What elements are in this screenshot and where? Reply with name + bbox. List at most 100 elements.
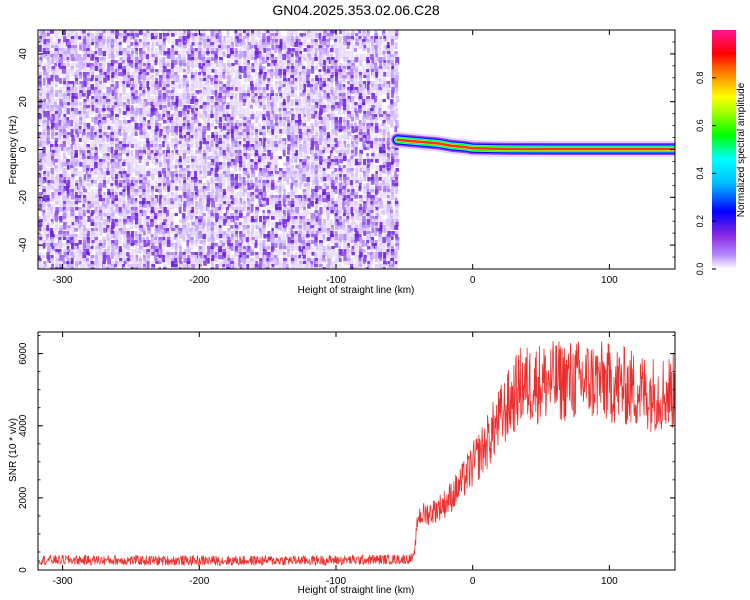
heatmap-cell [194, 84, 199, 88]
heatmap-cell [190, 144, 194, 148]
heatmap-cell [326, 264, 331, 269]
heatmap-cell [318, 255, 322, 260]
heatmap-cell [267, 207, 271, 213]
heatmap-cell [306, 102, 309, 109]
heatmap-cell [266, 111, 270, 117]
heatmap-cell [134, 258, 137, 262]
heatmap-cell [154, 33, 159, 38]
heatmap-cell [330, 69, 334, 74]
heatmap-cell [98, 201, 102, 205]
heatmap-cell [223, 36, 226, 40]
heatmap-cell [66, 207, 71, 211]
heatmap-cell [322, 252, 327, 257]
heatmap-cell [230, 231, 235, 237]
heatmap-cell [126, 93, 130, 99]
heatmap-cell [186, 156, 190, 164]
heatmap-cell [278, 201, 282, 207]
heatmap-cell [182, 234, 186, 240]
heatmap-cell [130, 198, 134, 206]
heatmap-cell [290, 252, 294, 256]
heatmap-cell [66, 165, 70, 170]
heatmap-cell [299, 204, 303, 208]
heatmap-cell [58, 231, 63, 236]
heatmap-cell [286, 96, 290, 104]
heatmap-cell [255, 237, 259, 241]
heatmap-cell [186, 63, 191, 68]
heatmap-cell [250, 177, 254, 181]
heatmap-cell [163, 171, 167, 179]
heatmap-cell [99, 147, 104, 152]
heatmap-cell [282, 105, 287, 110]
heatmap-cell [266, 93, 270, 99]
heatmap-cell [238, 156, 243, 164]
heatmap-cell [270, 72, 275, 76]
heatmap-cell [247, 201, 252, 205]
heatmap-cell [182, 153, 186, 161]
heatmap-cell [302, 123, 306, 127]
heatmap-cell [258, 99, 262, 104]
heatmap-cell [186, 216, 190, 221]
heatmap-cell [303, 135, 307, 139]
heatmap-cell [250, 165, 254, 170]
heatmap-cell [314, 108, 319, 114]
heatmap-cell [275, 207, 279, 211]
heatmap-cell [94, 222, 98, 228]
heatmap-cell [243, 45, 247, 53]
heatmap-cell [214, 69, 218, 76]
heatmap-cell [190, 219, 195, 225]
heatmap-cell [299, 237, 302, 243]
heatmap-cell [271, 141, 276, 148]
heatmap-cell [182, 36, 186, 42]
heatmap-cell [54, 63, 57, 68]
heatmap-cell [122, 144, 127, 149]
heatmap-cell [135, 267, 139, 269]
heatmap-cell [234, 252, 239, 257]
heatmap-cell [239, 267, 243, 269]
heatmap-cell [74, 84, 78, 90]
heatmap-cell [134, 45, 138, 50]
heatmap-cell [314, 204, 318, 211]
heatmap-cell [114, 105, 118, 109]
heatmap-cell [154, 51, 158, 56]
heatmap-cell [310, 48, 314, 54]
heatmap-cell [199, 255, 203, 259]
heatmap-cell [275, 117, 279, 125]
heatmap-cell [306, 156, 310, 160]
heatmap-cell [146, 108, 150, 112]
heatmap-cell [146, 48, 150, 54]
heatmap-cell [106, 99, 111, 105]
heatmap-cell [234, 75, 239, 81]
heatmap-cell [242, 249, 247, 255]
heatmap-cell [194, 30, 199, 34]
heatmap-cell [174, 258, 178, 264]
heatmap-cell [331, 129, 335, 135]
heatmap-cell [86, 135, 91, 139]
heatmap-cell [259, 204, 264, 208]
heatmap-cell [167, 93, 171, 97]
heatmap-cell [218, 99, 223, 105]
heatmap-cell [258, 123, 262, 127]
heatmap-cell [98, 66, 103, 72]
heatmap-cell [338, 129, 342, 133]
heatmap-cell [114, 39, 117, 43]
heatmap-cell [118, 213, 123, 217]
heatmap-cell [134, 225, 138, 229]
heatmap-cell [70, 255, 75, 259]
heatmap-cell [198, 165, 202, 171]
heatmap-cell [158, 123, 162, 128]
heatmap-cell [198, 111, 202, 115]
heatmap-cell [86, 60, 90, 66]
heatmap-cell [303, 114, 307, 118]
heatmap-cell [163, 78, 167, 83]
heatmap-cell [146, 141, 150, 148]
heatmap-cell [126, 156, 130, 161]
heatmap-cell [278, 177, 282, 183]
heatmap-cell [262, 81, 266, 87]
heatmap-cell [194, 186, 198, 192]
heatmap-cell [126, 33, 131, 38]
heatmap-cell [206, 120, 210, 125]
heatmap-cell [39, 42, 43, 47]
heatmap-cell [90, 84, 94, 88]
heatmap-cell [146, 75, 150, 80]
heatmap-cell [286, 174, 290, 180]
